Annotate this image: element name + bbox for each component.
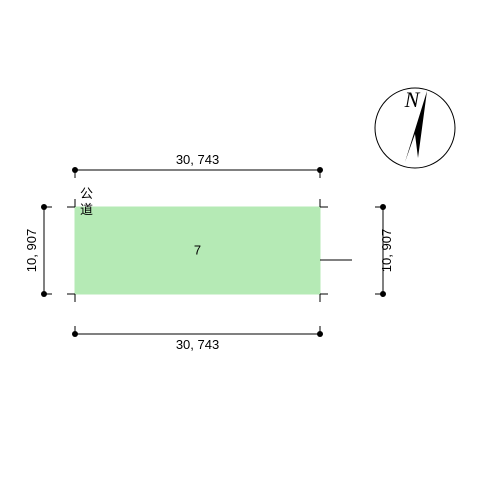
road-label-2: 道 bbox=[80, 202, 93, 217]
dim-bottom-label: 30, 743 bbox=[176, 337, 219, 352]
dim-right-label: 10, 907 bbox=[379, 229, 394, 272]
plot-diagram: 7 30, 743 30, 743 10, 907 10, 907 公道 N bbox=[0, 0, 500, 500]
lot-number: 7 bbox=[194, 243, 201, 258]
dim-left-label: 10, 907 bbox=[24, 229, 39, 272]
road-label-1: 公 bbox=[80, 186, 93, 201]
compass-n: N bbox=[404, 87, 421, 112]
dim-top-label: 30, 743 bbox=[176, 152, 219, 167]
